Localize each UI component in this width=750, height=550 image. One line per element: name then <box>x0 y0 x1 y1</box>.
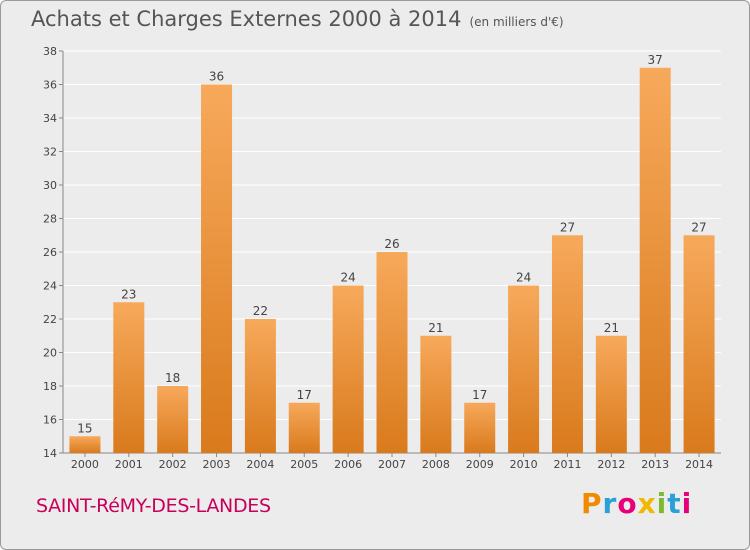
logo-letter: i <box>656 487 668 520</box>
logo-letter: P <box>581 487 603 520</box>
y-tick-label: 32 <box>43 146 57 159</box>
bar-2012 <box>595 335 627 453</box>
x-tick-label: 2007 <box>378 458 406 471</box>
bar-2011 <box>551 235 583 453</box>
y-tick-label: 16 <box>43 414 57 427</box>
bar-2004 <box>244 319 276 453</box>
y-tick-label: 14 <box>43 447 57 460</box>
x-tick-label: 2004 <box>246 458 274 471</box>
bar-value-label: 17 <box>297 388 312 402</box>
bar-2005 <box>288 402 320 453</box>
place-name: SAINT-RéMY-DES-LANDES <box>36 495 271 517</box>
y-tick-label: 22 <box>43 313 57 326</box>
y-tick-label: 18 <box>43 380 57 393</box>
bar-value-label: 36 <box>209 70 224 84</box>
x-tick-label: 2012 <box>597 458 625 471</box>
bar-2009 <box>464 402 496 453</box>
x-tick-label: 2005 <box>290 458 318 471</box>
bar-value-label: 22 <box>253 304 268 318</box>
bar-2008 <box>420 335 452 453</box>
y-tick-label: 34 <box>43 112 57 125</box>
bar-value-label: 21 <box>604 321 619 335</box>
bar-2006 <box>332 285 364 453</box>
bar-value-label: 26 <box>384 237 399 251</box>
y-tick-label: 24 <box>43 280 57 293</box>
bar-value-label: 24 <box>516 271 531 285</box>
bar-value-label: 15 <box>77 421 92 435</box>
bar-2010 <box>508 285 540 453</box>
bar-value-label: 21 <box>428 321 443 335</box>
bar-value-label: 23 <box>121 287 136 301</box>
logo-letter: i <box>681 487 693 520</box>
x-tick-label: 2010 <box>510 458 538 471</box>
x-tick-label: 2001 <box>115 458 143 471</box>
logo-letter: o <box>617 487 638 520</box>
bar-2003 <box>201 84 233 453</box>
bar-value-label: 17 <box>472 388 487 402</box>
proxiti-logo: Proxiti <box>581 487 692 520</box>
x-tick-label: 2014 <box>685 458 713 471</box>
y-tick-label: 20 <box>43 347 57 360</box>
chart-title: Achats et Charges Externes 2000 à 2014 (e… <box>31 7 564 31</box>
bar-2007 <box>376 252 408 453</box>
bar-2013 <box>639 67 671 453</box>
x-tick-label: 2000 <box>71 458 99 471</box>
title-text: Achats et Charges Externes 2000 à 2014 <box>31 7 462 31</box>
x-tick-label: 2013 <box>641 458 669 471</box>
x-tick-label: 2003 <box>203 458 231 471</box>
bar-value-label: 37 <box>648 53 663 67</box>
title-unit: (en milliers d'€) <box>469 15 564 29</box>
logo-letter: r <box>602 487 618 520</box>
y-tick-label: 26 <box>43 246 57 259</box>
x-tick-label: 2002 <box>159 458 187 471</box>
y-tick-label: 36 <box>43 79 57 92</box>
bar-2000 <box>69 436 101 453</box>
logo-letter: x <box>637 487 657 520</box>
y-tick-label: 38 <box>43 45 57 58</box>
bar-2002 <box>157 386 189 453</box>
bar-value-label: 27 <box>560 220 575 234</box>
logo-letter: t <box>667 487 682 520</box>
x-tick-label: 2009 <box>466 458 494 471</box>
bar-2001 <box>113 302 145 453</box>
bar-2014 <box>683 235 715 453</box>
x-tick-label: 2008 <box>422 458 450 471</box>
bar-value-label: 24 <box>340 271 355 285</box>
bar-value-label: 27 <box>691 220 706 234</box>
x-tick-label: 2011 <box>553 458 581 471</box>
y-tick-label: 28 <box>43 213 57 226</box>
y-tick-label: 30 <box>43 179 57 192</box>
x-tick-label: 2006 <box>334 458 362 471</box>
bar-value-label: 18 <box>165 371 180 385</box>
